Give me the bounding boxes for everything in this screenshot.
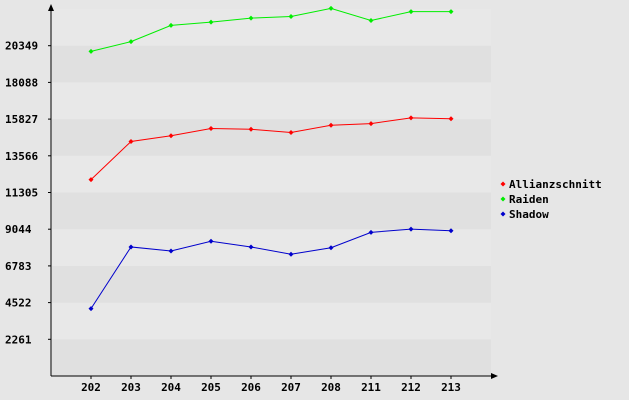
- grid-band: [52, 229, 491, 266]
- y-axis-arrow: [48, 4, 54, 11]
- data-point: [288, 13, 294, 19]
- data-point: [448, 116, 454, 122]
- y-tick-label: 13566: [5, 150, 38, 163]
- data-point: [408, 115, 414, 121]
- y-tick-label: 9044: [5, 223, 32, 236]
- data-point: [288, 251, 294, 257]
- y-tick-labels: 2261 4522 6783 9044 11305 13566 15827 18088 2034…: [5, 40, 51, 346]
- x-tick-label: 207: [281, 381, 301, 394]
- grid-bands: [52, 9, 491, 376]
- legend-marker: [500, 196, 506, 202]
- legend-label: Allianzschnitt: [509, 178, 602, 191]
- data-point: [88, 306, 94, 312]
- y-tick-label: 15827: [5, 113, 38, 126]
- data-point: [288, 130, 294, 136]
- grid-band: [52, 192, 491, 230]
- x-tick-label: 205: [201, 381, 221, 394]
- data-point: [328, 5, 334, 11]
- data-point: [248, 244, 254, 250]
- series-line-allianzschnitt: [90, 117, 452, 180]
- data-point: [168, 133, 174, 139]
- data-point: [208, 19, 214, 25]
- data-point: [128, 244, 134, 250]
- grid-band: [52, 45, 491, 83]
- x-tick-label: 211: [361, 381, 381, 394]
- legend: Allianzschnitt Raiden Shadow: [500, 178, 602, 221]
- data-point: [248, 15, 254, 21]
- grid-band: [52, 339, 491, 376]
- data-point: [168, 22, 174, 28]
- data-point: [448, 228, 454, 234]
- y-tick-label: 11305: [5, 187, 38, 200]
- series-lines: [88, 5, 454, 312]
- x-tick-label: 213: [441, 381, 461, 394]
- y-tick-label: 20349: [5, 40, 38, 53]
- data-point: [168, 248, 174, 254]
- x-tick-labels: 202 203 204 205 206 207 208 211 212 213: [81, 376, 461, 394]
- data-point: [248, 126, 254, 132]
- legend-label: Shadow: [509, 208, 549, 221]
- legend-marker: [500, 181, 506, 187]
- data-point: [368, 121, 374, 127]
- grid-band: [52, 265, 491, 303]
- series-line-raiden: [90, 7, 451, 52]
- grid-band: [52, 9, 491, 46]
- y-tick-label: 2261: [5, 333, 32, 346]
- grid-band: [52, 82, 491, 120]
- x-tick-label: 202: [81, 381, 101, 394]
- grid-band: [52, 302, 491, 340]
- y-tick-label: 4522: [5, 297, 32, 310]
- y-tick-label: 6783: [5, 260, 32, 273]
- data-point: [368, 229, 374, 235]
- data-point: [208, 125, 214, 131]
- data-point: [88, 48, 94, 54]
- data-point: [368, 18, 374, 24]
- legend-label: Raiden: [509, 193, 549, 206]
- x-tick-label: 204: [161, 381, 181, 394]
- grid-band: [52, 155, 491, 193]
- data-point: [328, 245, 334, 251]
- data-point: [208, 238, 214, 244]
- data-point: [408, 226, 414, 232]
- series-line-shadow: [90, 228, 452, 309]
- x-tick-label: 212: [401, 381, 421, 394]
- data-point: [408, 9, 414, 15]
- data-point: [128, 39, 134, 45]
- legend-marker: [500, 211, 506, 217]
- x-tick-label: 208: [321, 381, 341, 394]
- grid-band: [52, 119, 491, 156]
- data-point: [448, 9, 454, 15]
- data-point: [328, 122, 334, 128]
- x-tick-label: 203: [121, 381, 141, 394]
- data-point: [128, 138, 134, 144]
- y-tick-label: 18088: [5, 76, 38, 89]
- data-point: [88, 177, 94, 183]
- x-axis-arrow: [491, 373, 498, 379]
- x-tick-label: 206: [241, 381, 261, 394]
